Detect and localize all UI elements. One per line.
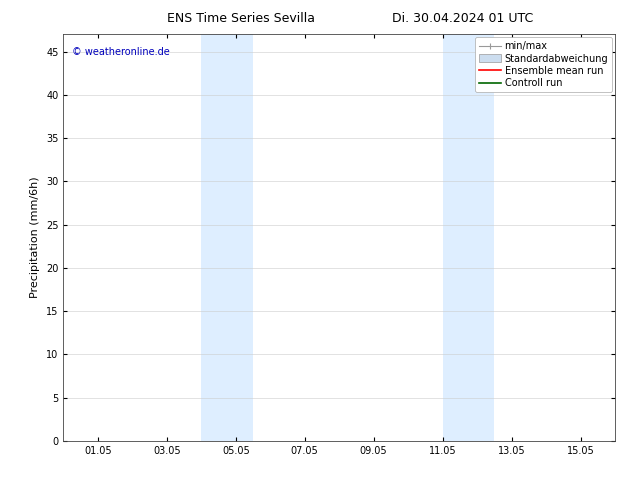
Bar xyxy=(443,34,495,441)
Y-axis label: Precipitation (mm/6h): Precipitation (mm/6h) xyxy=(30,177,41,298)
Text: © weatheronline.de: © weatheronline.de xyxy=(72,47,169,56)
Text: Di. 30.04.2024 01 UTC: Di. 30.04.2024 01 UTC xyxy=(392,12,533,25)
Text: ENS Time Series Sevilla: ENS Time Series Sevilla xyxy=(167,12,315,25)
Legend: min/max, Standardabweichung, Ensemble mean run, Controll run: min/max, Standardabweichung, Ensemble me… xyxy=(476,37,612,92)
Bar xyxy=(202,34,253,441)
